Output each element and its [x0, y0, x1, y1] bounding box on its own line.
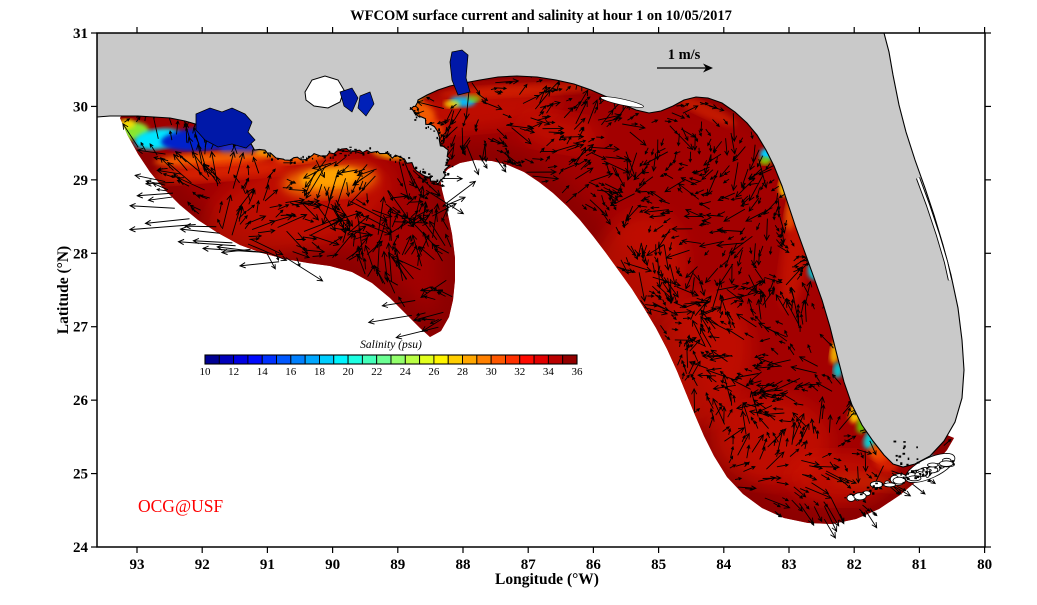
svg-text:10: 10	[200, 366, 212, 378]
plot-border	[96, 32, 986, 548]
svg-text:87: 87	[521, 557, 537, 573]
land-mask	[97, 33, 965, 468]
svg-text:27: 27	[73, 320, 89, 336]
svg-text:83: 83	[782, 557, 797, 573]
colorbar-tick-labels: 10 12 14 16 18 20 22 24 26 28 30 32 34 36	[200, 366, 584, 378]
svg-text:20: 20	[343, 366, 355, 378]
watermark: OCG@USF	[138, 496, 223, 516]
svg-text:24: 24	[400, 366, 412, 378]
apalachicola-lagoon	[600, 96, 644, 108]
bays-and-lakes	[195, 49, 953, 281]
svg-text:22: 22	[371, 366, 382, 378]
svg-text:80: 80	[977, 557, 992, 573]
sabine-lake	[357, 91, 375, 117]
colorbar-segments	[204, 354, 578, 365]
svg-text:12: 12	[228, 366, 239, 378]
svg-text:16: 16	[285, 366, 297, 378]
florida-keys-and-islands	[844, 440, 956, 502]
svg-text:30: 30	[73, 99, 88, 115]
svg-text:25: 25	[73, 467, 88, 483]
scale-arrow-label: 1 m/s	[668, 47, 701, 63]
vector-scale-key: 1 m/s	[657, 47, 713, 73]
svg-text:93: 93	[130, 557, 145, 573]
calcasieu-lake	[339, 87, 359, 113]
svg-text:36: 36	[572, 366, 584, 378]
figure-title: WFCOM surface current and salinity at ho…	[350, 8, 732, 24]
colorbar-title: Salinity (psu)	[360, 339, 422, 351]
svg-text:26: 26	[73, 393, 89, 409]
svg-text:86: 86	[586, 557, 602, 573]
svg-text:90: 90	[325, 557, 340, 573]
x-axis-label: Longitude (°W)	[495, 571, 599, 588]
svg-text:14: 14	[257, 366, 269, 378]
svg-text:89: 89	[390, 557, 405, 573]
scale-arrow-head	[703, 63, 713, 73]
svg-text:24: 24	[73, 540, 89, 556]
indian-river-lagoon	[916, 177, 952, 281]
svg-text:18: 18	[314, 366, 326, 378]
svg-text:81: 81	[912, 557, 927, 573]
svg-text:28: 28	[457, 366, 469, 378]
svg-text:30: 30	[486, 366, 498, 378]
svg-text:32: 32	[514, 366, 525, 378]
svg-text:26: 26	[428, 366, 440, 378]
land-gulf-coast-and-florida	[97, 33, 965, 468]
svg-text:92: 92	[195, 557, 210, 573]
colorbar: Salinity (psu) 10 12 14 16 18 20 22 24 26 28 30 32 3…	[200, 339, 584, 378]
svg-text:82: 82	[847, 557, 862, 573]
mobile-bay	[449, 49, 471, 96]
svg-text:88: 88	[456, 557, 471, 573]
svg-text:28: 28	[73, 246, 88, 262]
svg-text:91: 91	[260, 557, 275, 573]
svg-text:85: 85	[651, 557, 666, 573]
y-axis-label: Latitude (°N)	[55, 246, 72, 334]
svg-text:29: 29	[73, 173, 88, 189]
svg-text:31: 31	[73, 26, 88, 42]
svg-text:34: 34	[543, 366, 555, 378]
axes: 93 92 91 90 89 88 87 86 85 84 83 82 81 80 31 30 29 28 27 26…	[73, 26, 992, 573]
svg-text:84: 84	[716, 557, 732, 573]
galveston-bay	[195, 107, 256, 149]
